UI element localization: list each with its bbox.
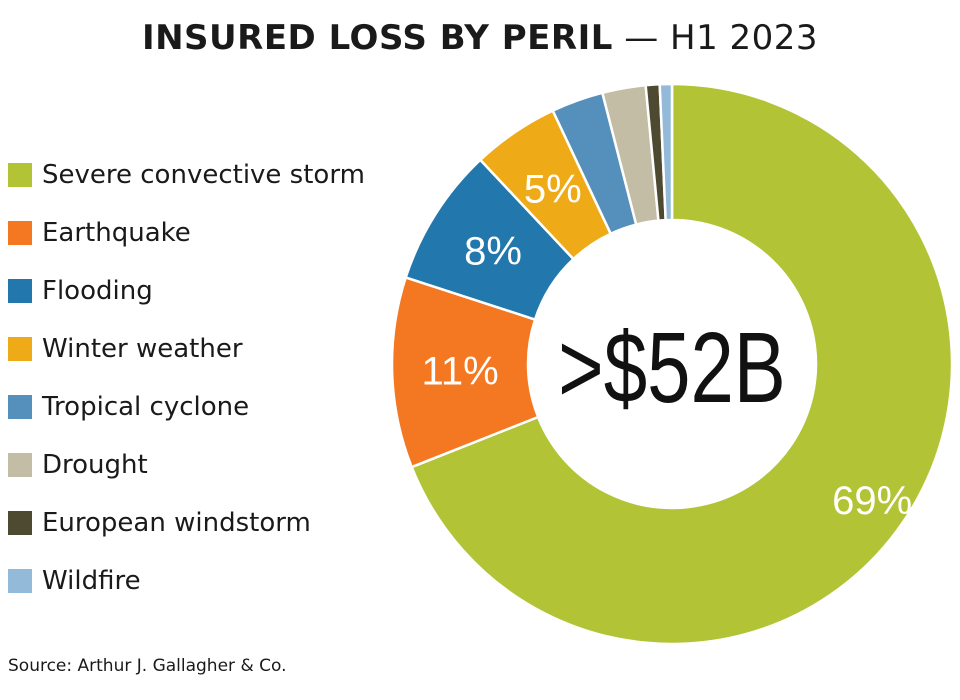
- legend-swatch: [8, 279, 32, 303]
- center-total: >$52B: [558, 313, 786, 425]
- legend-swatch: [8, 511, 32, 535]
- legend: Severe convective storm Earthquake Floodin…: [8, 146, 365, 610]
- legend-swatch: [8, 221, 32, 245]
- data-label: 5%: [524, 168, 582, 212]
- source-note: Source: Arthur J. Gallagher & Co.: [8, 656, 287, 676]
- legend-item: European windstorm: [8, 494, 365, 552]
- legend-label: Wildfire: [42, 566, 141, 596]
- legend-label: Flooding: [42, 276, 153, 306]
- legend-label: Tropical cyclone: [42, 392, 250, 422]
- legend-label: Severe convective storm: [42, 160, 365, 190]
- data-label: 69%: [832, 479, 912, 523]
- data-label: 8%: [464, 229, 522, 273]
- legend-label: Drought: [42, 450, 148, 480]
- slice-wildfire: [658, 82, 674, 222]
- chart-title: INSURED LOSS BY PERIL — H1 2023: [0, 18, 960, 58]
- legend-item: Winter weather: [8, 320, 365, 378]
- legend-swatch: [8, 395, 32, 419]
- legend-item: Earthquake: [8, 204, 365, 262]
- legend-item: Wildfire: [8, 552, 365, 610]
- data-label: 11%: [422, 350, 499, 394]
- legend-label: European windstorm: [42, 508, 311, 538]
- legend-item: Flooding: [8, 262, 365, 320]
- legend-item: Severe convective storm: [8, 146, 365, 204]
- legend-swatch: [8, 163, 32, 187]
- legend-label: Winter weather: [42, 334, 243, 364]
- legend-item: Tropical cyclone: [8, 378, 365, 436]
- legend-swatch: [8, 453, 32, 477]
- title-main: INSURED LOSS BY PERIL: [141, 18, 613, 58]
- slice-severe-convective-storm: [410, 82, 954, 646]
- legend-swatch: [8, 337, 32, 361]
- title-sub: — H1 2023: [624, 18, 819, 58]
- legend-swatch: [8, 569, 32, 593]
- legend-label: Earthquake: [42, 218, 191, 248]
- legend-item: Drought: [8, 436, 365, 494]
